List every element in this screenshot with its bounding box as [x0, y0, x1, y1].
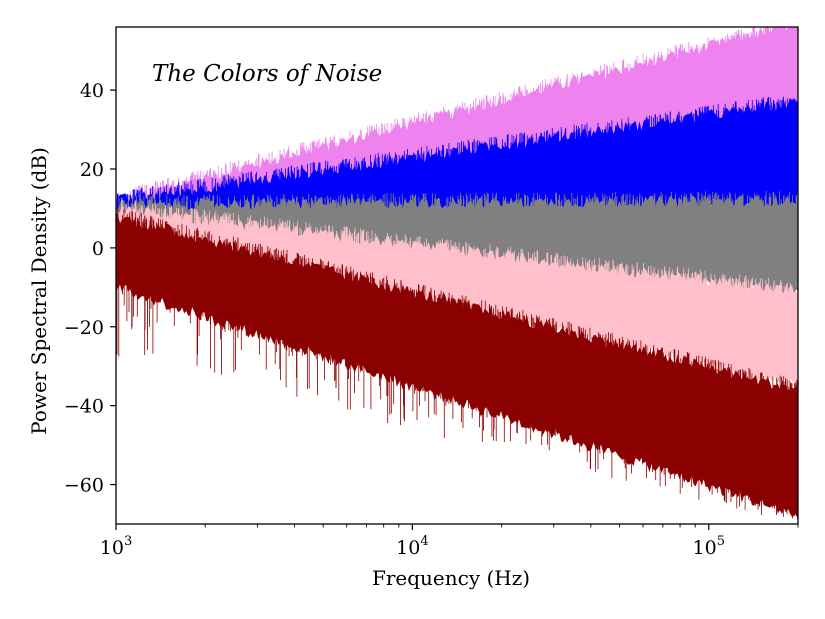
noise-band-3	[116, 204, 798, 389]
x-tick-label: 103	[100, 534, 132, 559]
plot-frame	[115, 26, 799, 525]
y-tick-label: 40	[80, 80, 104, 102]
y-tick-label: 20	[80, 159, 104, 181]
chart-title: The Colors of Noise	[152, 61, 382, 87]
y-tick-label: −20	[64, 317, 104, 339]
noise-spikes-1	[116, 96, 798, 209]
series-layer	[116, 27, 798, 522]
noise-spikes-4	[116, 208, 798, 519]
noise-series-4	[116, 208, 798, 522]
y-tick-label: −40	[64, 396, 104, 418]
x-tick-label: 105	[693, 534, 725, 559]
noise-spikes-3	[116, 199, 792, 299]
ticks-layer: 103 104 105 40 20 0 −20 −40 −60	[64, 80, 799, 559]
noise-band-1	[116, 97, 798, 226]
noise-series-3	[116, 199, 798, 389]
x-tick-label: 104	[396, 534, 428, 559]
noise-series-1	[116, 96, 798, 226]
noise-spikes-2	[116, 191, 798, 213]
noise-band-4	[116, 211, 798, 522]
y-axis-label: Power Spectral Density (dB)	[27, 147, 51, 435]
y-tick-label: −60	[64, 475, 104, 497]
x-axis-label: Frequency (Hz)	[372, 566, 530, 590]
y-tick-label: 0	[92, 238, 104, 260]
